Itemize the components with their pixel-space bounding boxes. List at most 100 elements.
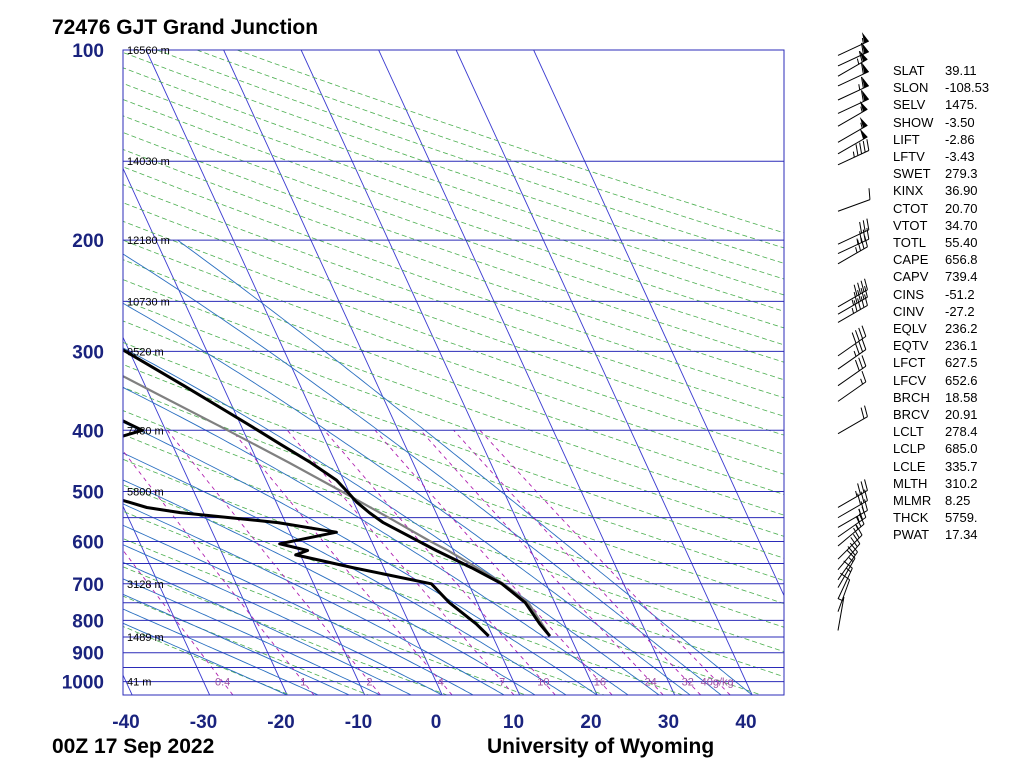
wind-barb-feather	[864, 405, 868, 417]
wind-barb-feather	[853, 284, 858, 296]
dry-adiabat-line	[123, 566, 448, 695]
wind-barb-feather	[843, 560, 853, 569]
dry-adiabat-line	[123, 184, 784, 417]
footer-date: 00Z 17 Sep 2022	[52, 735, 215, 758]
wind-barb	[837, 560, 853, 600]
wind-barb	[837, 479, 868, 508]
index-value: 55.40	[945, 235, 978, 250]
index-value: -3.43	[945, 149, 975, 164]
wind-barb-feather	[864, 294, 868, 306]
wind-barb-feather	[864, 278, 868, 290]
dry-adiabat-line	[123, 386, 784, 628]
index-name: TOTL	[893, 235, 926, 250]
index-name: PWAT	[893, 527, 930, 543]
mixing-ratio-line	[420, 429, 664, 695]
wind-barb-flag	[861, 90, 869, 102]
wind-barb-feather	[856, 238, 859, 245]
index-value: 17.34	[945, 527, 978, 543]
wind-barb-feather	[837, 598, 844, 602]
wind-barb-feather	[852, 151, 855, 158]
isotherm-line	[145, 50, 443, 695]
temperature-tick-label: -20	[267, 712, 294, 733]
mixing-ratio-line	[123, 450, 315, 695]
wind-barb-feather	[864, 499, 868, 511]
wind-barb-flag	[859, 117, 868, 128]
mixing-ratio-label: 2	[366, 677, 372, 689]
index-row: THCK 5759.	[893, 510, 978, 525]
pressure-tick-label: 300	[72, 342, 104, 363]
wind-barb-feather	[860, 491, 865, 503]
index-row: EQTV 236.1	[893, 338, 978, 353]
wind-barb-feather	[853, 292, 858, 304]
moist-adiabat-line	[123, 347, 660, 695]
dry-adiabat-line	[123, 99, 784, 329]
wind-barb	[837, 596, 845, 631]
mixing-ratio-label: 0.4	[215, 677, 230, 689]
wind-barb	[837, 90, 870, 114]
index-row: LCLP 685.0	[893, 441, 978, 456]
wind-barb	[837, 76, 870, 101]
index-name: LCLE	[893, 458, 926, 474]
index-row: SWET 279.3	[893, 166, 978, 181]
index-name: LIFT	[893, 131, 920, 147]
wind-barb-feather	[855, 144, 859, 156]
mixing-ratio-label: 24	[645, 677, 657, 689]
wind-barb-feather	[854, 343, 860, 355]
mixing-ratio-label: 40g/kg	[701, 677, 734, 689]
dry-adiabat-line	[123, 434, 784, 678]
wind-barb-staff	[837, 523, 865, 547]
wind-barb	[837, 32, 870, 56]
index-value: 739.4	[945, 269, 978, 285]
wind-barb-feather	[864, 489, 868, 501]
wind-barb-feather	[860, 42, 864, 55]
index-row: EQLV 236.2	[893, 321, 978, 336]
wind-barb-staff	[837, 516, 867, 538]
mixing-ratio-label: 16	[594, 677, 606, 689]
wind-barb-feather	[858, 327, 864, 339]
wind-barb-feather	[855, 490, 858, 497]
index-value: 5759.	[945, 510, 978, 526]
wind-barb-staff	[837, 416, 868, 435]
wind-barb-feather	[851, 307, 855, 314]
index-row: LCLE 335.7	[893, 459, 978, 474]
temperature-profile	[123, 348, 552, 638]
isotherm-line	[123, 505, 211, 695]
wind-barb-staff	[837, 199, 871, 212]
wind-barb	[837, 100, 868, 127]
index-value: 20.70	[945, 200, 978, 216]
index-name: CINV	[893, 303, 925, 319]
wind-barb-feather	[860, 237, 865, 249]
wind-barb	[837, 294, 868, 323]
index-value: -3.50	[945, 114, 975, 130]
temperature-tick-label: -10	[345, 712, 372, 733]
wind-barb-feather	[866, 227, 870, 240]
wind-barb-feather	[860, 122, 863, 129]
wind-barb-staff	[837, 567, 853, 600]
wind-barb-feather	[854, 330, 860, 342]
wind-barb-feather	[857, 282, 862, 294]
wind-barb-feather	[851, 332, 857, 344]
wind-barb	[837, 370, 867, 402]
dry-adiabat-line	[123, 115, 784, 346]
wind-barb-staff	[837, 551, 858, 581]
mixing-ratio-label: 32	[682, 677, 694, 689]
isotherm-line	[300, 50, 598, 695]
wind-barb-feather	[857, 239, 862, 251]
height-label: 9520 m	[127, 346, 164, 358]
isotherm-line	[455, 50, 753, 695]
height-label: 16560 m	[127, 45, 170, 57]
moist-adiabat-line	[123, 561, 412, 695]
wind-barb-feather	[862, 140, 866, 153]
index-value: 20.91	[945, 407, 978, 422]
wind-barb	[837, 572, 851, 612]
index-name: BRCH	[893, 389, 930, 405]
dry-adiabat-line	[123, 51, 784, 280]
dry-adiabat-line	[123, 363, 784, 604]
index-name: LCLT	[893, 424, 924, 440]
wind-barb-feather	[858, 340, 864, 353]
index-name: BRCV	[893, 407, 930, 422]
wind-barb-feather	[853, 300, 858, 312]
dry-adiabat-line	[123, 202, 784, 436]
temperature-tick-label: 40	[735, 712, 756, 733]
pressure-tick-label: 400	[72, 421, 104, 442]
